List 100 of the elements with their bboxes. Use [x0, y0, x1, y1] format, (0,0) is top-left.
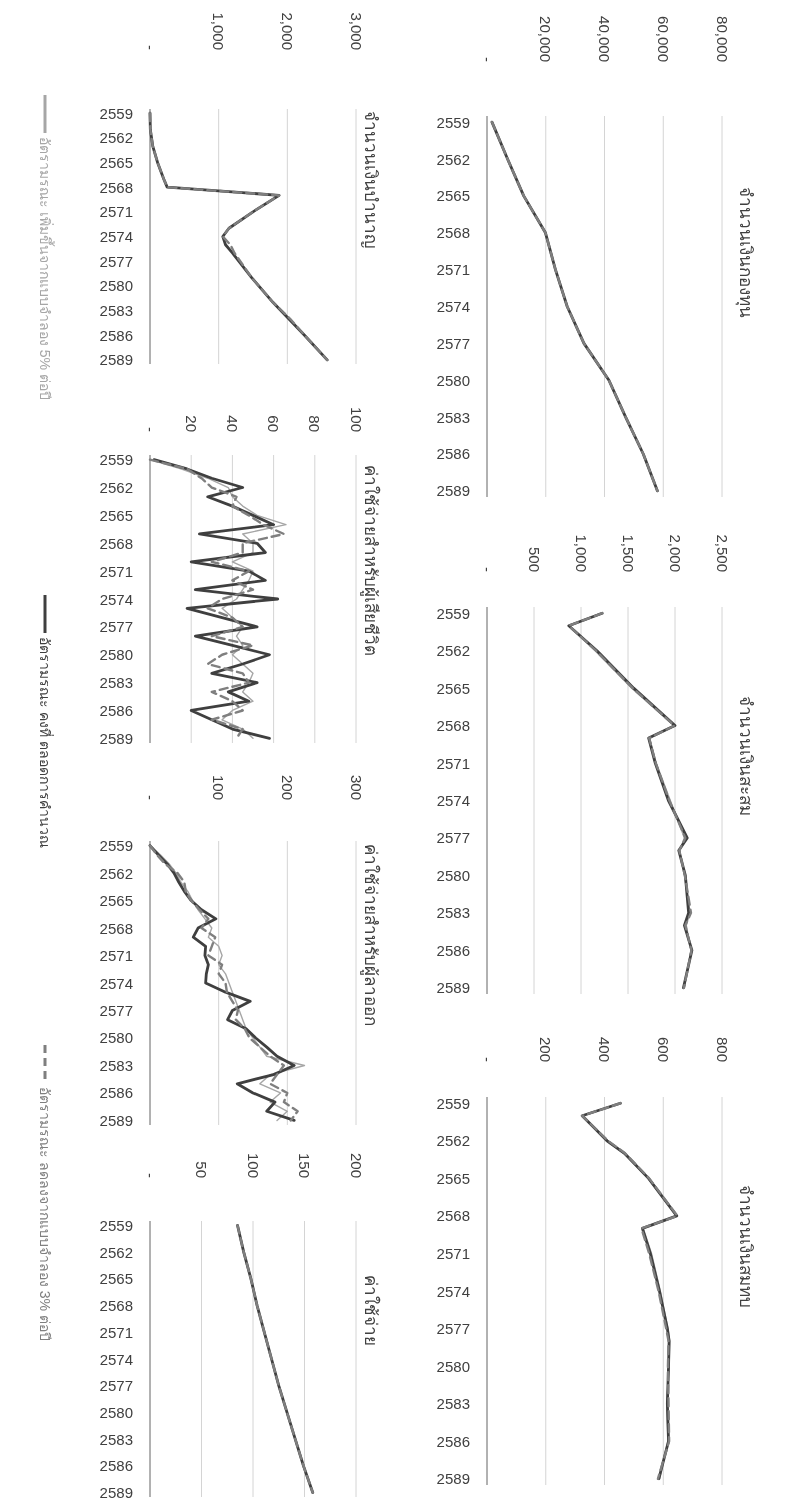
x-tick-label: 150: [296, 1152, 313, 1178]
y-tick-label: 2580: [99, 277, 133, 295]
x-tick-label: -: [478, 567, 496, 572]
y-tick-label: 2586: [99, 1084, 133, 1102]
x-tick-label: 2,000: [278, 12, 296, 50]
y-tick-label: 2583: [99, 1056, 133, 1074]
y-tick-label: 2568: [99, 178, 133, 196]
y-tick-label: 2583: [436, 904, 470, 922]
x-tick-label: 400: [596, 1036, 613, 1062]
x-tick-label: -: [141, 427, 159, 432]
y-tick-label: 2568: [99, 919, 133, 937]
x-tick-label: 60: [265, 415, 283, 432]
x-tick-label: 100: [210, 774, 228, 800]
y-tick-label: 2577: [436, 1320, 470, 1338]
y-tick-label: 2559: [99, 451, 133, 469]
x-tick-label: -: [141, 1173, 159, 1178]
y-tick-label: 2562: [436, 150, 470, 168]
x-tick-label: -: [478, 57, 496, 62]
y-tick-label: 2586: [99, 701, 133, 719]
x-tick-label: 1,000: [210, 12, 228, 50]
y-tick-label: 2559: [99, 104, 133, 122]
x-tick-label: 80: [306, 415, 324, 432]
y-tick-label: 2568: [436, 1207, 470, 1225]
y-tick-label: 2559: [436, 1094, 470, 1112]
y-tick-label: 2565: [436, 1169, 470, 1187]
x-tick-label: 40: [223, 415, 241, 432]
y-tick-label: 2589: [436, 979, 470, 997]
y-tick-label: 2586: [99, 1457, 133, 1475]
x-tick-label: 50: [193, 1161, 210, 1178]
text: อัตรามรณะ คงที่ ตลอดการคำนวณ: [37, 637, 54, 848]
y-tick-label: 2559: [99, 837, 133, 855]
y-tick-label: 2589: [436, 1470, 470, 1488]
y-tick-label: 2580: [99, 646, 133, 664]
x-tick-label: -: [141, 795, 159, 800]
y-tick-label: 2571: [436, 1244, 470, 1262]
text: ค่าใช้จ่ายสำหรับผู้เสียชีวิต: [359, 464, 381, 656]
y-tick-label: 2577: [99, 1001, 133, 1019]
y-tick-label: 2574: [99, 228, 133, 245]
x-tick-label: 300: [347, 774, 365, 800]
y-tick-label: 2580: [436, 866, 470, 884]
y-tick-label: 2562: [99, 129, 133, 147]
y-tick-label: 2571: [99, 1323, 133, 1341]
y-tick-label: 2565: [436, 679, 470, 697]
x-tick-label: 200: [347, 1152, 365, 1178]
y-tick-label: 2580: [436, 1357, 470, 1375]
x-tick-label: 100: [244, 1152, 262, 1178]
y-tick-label: 2562: [436, 642, 470, 660]
y-tick-label: 2583: [99, 674, 133, 692]
x-tick-label: 80,000: [713, 16, 731, 62]
text: จำนวนเงินสมทบ: [735, 1184, 755, 1308]
text: ค่าใช้จ่ายสำหรับผู้ลาออก: [359, 844, 381, 1026]
y-tick-label: 2577: [99, 618, 133, 636]
x-tick-label: 200: [278, 774, 296, 800]
y-tick-label: 2574: [436, 298, 470, 315]
y-tick-label: 2574: [99, 590, 133, 608]
y-tick-label: 2586: [436, 445, 470, 463]
y-tick-label: 2565: [99, 506, 133, 524]
y-tick-label: 2589: [99, 351, 133, 369]
y-tick-label: 2574: [436, 792, 470, 809]
x-tick-label: -: [141, 45, 159, 50]
text: จำนวนเงินสะสม: [735, 695, 755, 816]
y-tick-label: 2580: [99, 1403, 133, 1421]
y-tick-label: 2580: [99, 1029, 133, 1047]
y-tick-label: 2571: [99, 203, 133, 221]
text: จำนวนเงินกองทุน: [734, 186, 755, 318]
y-tick-label: 2568: [99, 1297, 133, 1315]
y-tick-label: 2562: [99, 864, 133, 882]
y-tick-label: 2574: [436, 1282, 470, 1300]
x-tick-label: 20,000: [537, 16, 555, 62]
text: อัตรามรณะ ลดลงจากแบบจำลอง 3% ต่อปี: [37, 1087, 53, 1341]
y-tick-label: 2574: [99, 974, 133, 992]
y-tick-label: 2583: [436, 408, 470, 426]
x-tick-label: 2,000: [666, 534, 684, 572]
x-tick-label: 1,500: [619, 534, 637, 572]
y-tick-label: 2577: [436, 334, 470, 352]
y-tick-label: 2565: [99, 153, 133, 171]
y-tick-label: 2577: [99, 1377, 133, 1395]
y-tick-label: 2562: [99, 1243, 133, 1261]
y-tick-label: 2589: [99, 729, 133, 747]
x-tick-label: 40,000: [596, 16, 613, 62]
y-tick-label: 2559: [436, 113, 470, 131]
y-tick-label: 2571: [436, 261, 470, 279]
y-tick-label: 2568: [436, 224, 470, 242]
y-tick-label: 2565: [436, 187, 470, 205]
y-tick-label: 2589: [436, 482, 470, 500]
text: ค่าใช้จ่าย: [360, 1274, 381, 1346]
x-tick-label: 2,500: [713, 534, 731, 572]
y-tick-label: 2568: [99, 534, 133, 552]
y-tick-label: 2589: [99, 1111, 133, 1129]
legend-label: อัตรามรณะ เพิ่มขึ้นจากแบบจำลอง 5% ต่อปี: [37, 137, 55, 400]
y-tick-label: 2586: [99, 326, 133, 344]
y-tick-label: 2565: [99, 1270, 133, 1288]
x-tick-label: 600: [654, 1036, 672, 1062]
y-tick-label: 2574: [99, 1350, 133, 1368]
y-tick-label: 2565: [99, 892, 133, 910]
x-tick-label: 3,000: [347, 12, 365, 50]
x-tick-label: 20: [182, 415, 200, 432]
y-tick-label: 2568: [436, 717, 470, 735]
y-tick-label: 2589: [99, 1484, 133, 1502]
x-tick-label: -: [478, 1057, 496, 1062]
